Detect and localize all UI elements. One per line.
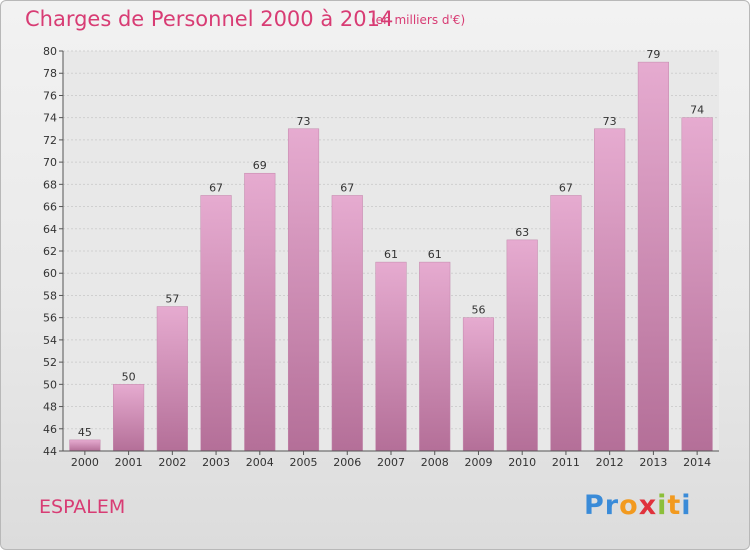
data-label: 63	[515, 226, 529, 239]
bar	[462, 317, 495, 452]
bar	[681, 117, 713, 452]
bar	[375, 261, 407, 452]
commune-name: ESPALEM	[39, 496, 126, 518]
bar	[287, 128, 320, 452]
data-label: 67	[209, 181, 223, 194]
data-label: 69	[253, 159, 267, 172]
data-label: 67	[559, 181, 573, 194]
bar	[594, 128, 626, 452]
proxiti-logo: Proxiti	[584, 490, 692, 521]
bar	[550, 195, 582, 452]
bar	[506, 239, 538, 452]
x-tick-label: 2003	[202, 456, 230, 469]
data-label: 67	[340, 181, 354, 194]
data-label: 73	[603, 115, 617, 128]
bar	[69, 439, 101, 452]
data-label: 56	[471, 304, 485, 317]
y-tick-label: 74	[43, 112, 57, 125]
x-tick-label: 2006	[333, 456, 361, 469]
y-tick-label: 54	[43, 334, 57, 347]
data-label: 50	[122, 370, 136, 383]
y-tick-label: 72	[43, 134, 57, 147]
x-tick-label: 2013	[639, 456, 667, 469]
logo-letter: i	[681, 490, 692, 521]
x-tick-label: 2014	[683, 456, 711, 469]
y-tick-label: 60	[43, 267, 57, 280]
bar	[331, 195, 363, 452]
logo-letter: r	[604, 490, 620, 521]
y-tick-label: 64	[43, 223, 57, 236]
y-tick-label: 56	[43, 312, 57, 325]
y-tick-label: 52	[43, 356, 57, 369]
y-tick-label: 78	[43, 67, 57, 80]
bar	[637, 61, 669, 452]
chart-title: Charges de Personnel 2000 à 2014	[25, 7, 394, 31]
bar	[113, 384, 145, 452]
logo-letter: o	[619, 490, 639, 521]
x-tick-label: 2009	[464, 456, 492, 469]
data-label: 73	[297, 115, 311, 128]
data-label: 57	[165, 293, 179, 306]
x-tick-label: 2007	[377, 456, 405, 469]
x-tick-label: 2004	[246, 456, 274, 469]
x-tick-label: 2010	[508, 456, 536, 469]
bar	[244, 172, 276, 452]
x-tick-label: 2011	[552, 456, 580, 469]
data-label: 61	[428, 248, 442, 261]
data-label: 45	[78, 426, 92, 439]
y-tick-label: 70	[43, 156, 57, 169]
data-label: 79	[646, 48, 660, 61]
data-label: 61	[384, 248, 398, 261]
logo-letter: t	[667, 490, 682, 521]
x-tick-label: 2001	[115, 456, 143, 469]
bar	[200, 195, 232, 452]
x-tick-label: 2012	[596, 456, 624, 469]
y-tick-label: 68	[43, 178, 57, 191]
logo-letter: i	[657, 490, 668, 521]
x-tick-label: 2008	[421, 456, 449, 469]
x-tick-label: 2002	[158, 456, 186, 469]
y-tick-label: 62	[43, 245, 57, 258]
y-tick-label: 76	[43, 89, 57, 102]
bar	[419, 261, 451, 452]
chart-subtitle: (en milliers d'€)	[371, 13, 466, 27]
y-tick-label: 58	[43, 289, 57, 302]
y-tick-label: 66	[43, 201, 57, 214]
x-tick-label: 2000	[71, 456, 99, 469]
y-tick-label: 46	[43, 423, 57, 436]
y-tick-label: 44	[43, 445, 57, 458]
y-tick-label: 80	[43, 45, 57, 58]
logo-letter: x	[638, 490, 658, 521]
data-label: 74	[690, 104, 704, 117]
logo-letter: P	[584, 490, 605, 521]
bar	[156, 306, 188, 452]
y-tick-label: 50	[43, 378, 57, 391]
y-tick-label: 48	[43, 401, 57, 414]
x-tick-label: 2005	[290, 456, 318, 469]
